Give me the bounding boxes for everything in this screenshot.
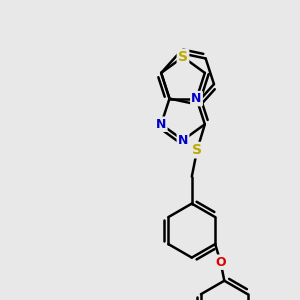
Text: S: S xyxy=(192,143,202,157)
Text: S: S xyxy=(178,50,188,64)
Text: O: O xyxy=(215,256,226,269)
Text: N: N xyxy=(156,118,166,131)
Text: N: N xyxy=(191,92,202,105)
Text: N: N xyxy=(178,134,188,147)
